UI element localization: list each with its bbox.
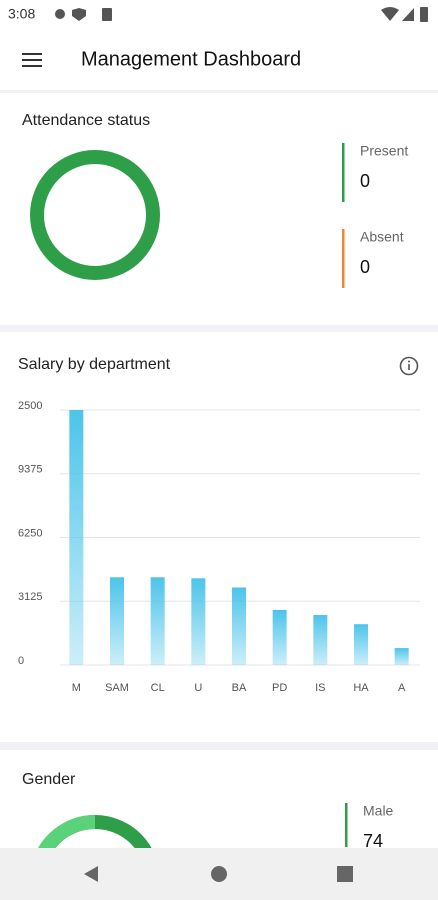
bar xyxy=(354,624,368,665)
legend-bar xyxy=(345,803,348,847)
info-icon xyxy=(399,356,419,376)
legend-label: Present xyxy=(360,143,408,159)
status-bar xyxy=(0,0,438,30)
app-title: Management Dashboard xyxy=(81,48,301,70)
legend-value: 0 xyxy=(360,257,370,277)
legend-label: Absent xyxy=(360,229,404,245)
info-button[interactable] xyxy=(399,356,419,376)
x-tick-label: HA xyxy=(353,682,369,694)
legend-bar xyxy=(342,229,345,288)
card-title: Attendance status xyxy=(22,112,150,129)
x-tick-label: SAM xyxy=(105,682,129,694)
battery-icon xyxy=(420,7,428,22)
x-tick-label: BA xyxy=(232,682,247,694)
legend-value: 74 xyxy=(363,831,383,851)
x-tick-label: A xyxy=(398,682,406,694)
attendance-ring xyxy=(30,150,160,280)
bar xyxy=(232,587,246,665)
bar xyxy=(313,615,328,665)
info-icon xyxy=(408,360,410,363)
x-tick-label: PD xyxy=(272,682,287,694)
y-tick-label: 3125 xyxy=(18,591,42,603)
bar xyxy=(272,609,287,665)
legend-label: Male xyxy=(363,803,394,819)
x-tick-label: M xyxy=(72,682,81,694)
y-tick-label: 9375 xyxy=(18,464,42,476)
menu-button[interactable] xyxy=(22,53,42,67)
menu-line xyxy=(22,59,42,61)
info-icon xyxy=(408,364,410,370)
recents-button[interactable] xyxy=(337,866,353,882)
x-tick-label: U xyxy=(194,682,202,694)
menu-line xyxy=(22,65,42,67)
bar xyxy=(150,577,165,665)
legend-bar xyxy=(342,143,345,202)
card-title: Gender xyxy=(22,771,76,788)
attendance-card xyxy=(0,93,438,325)
bar xyxy=(69,410,84,665)
bar xyxy=(191,578,206,665)
bar-chart: 0 3125 6250 9375 2500 M SAM CL U BA PD IS HA A xyxy=(18,400,420,694)
status-icon xyxy=(55,9,65,19)
legends: Present 0 Absent 0 Male 74 xyxy=(342,143,408,851)
chart-title: Salary by department xyxy=(18,356,171,373)
menu-line xyxy=(22,53,42,55)
y-tick-label: 6250 xyxy=(18,527,42,539)
back-button[interactable] xyxy=(84,866,98,882)
wifi-icon xyxy=(381,7,399,21)
bar xyxy=(110,577,124,665)
x-tick-label: IS xyxy=(315,682,325,694)
bar xyxy=(394,648,409,665)
status-time: 3:08 xyxy=(8,6,35,22)
status-icon xyxy=(72,8,86,21)
app-bar xyxy=(0,30,438,90)
status-icon xyxy=(102,8,112,21)
x-tick-label: CL xyxy=(151,682,165,694)
legend-value: 0 xyxy=(360,171,370,191)
y-tick-label: 2500 xyxy=(18,400,42,412)
signal-icon xyxy=(402,8,414,21)
home-button[interactable] xyxy=(211,866,227,882)
y-tick-label: 0 xyxy=(18,655,24,667)
